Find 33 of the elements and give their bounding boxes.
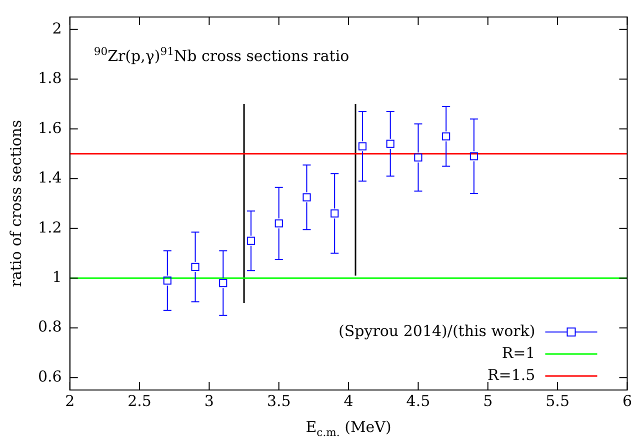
x-tick-label: 6 — [622, 392, 632, 410]
x-tick-label: 5.5 — [546, 392, 570, 410]
y-tick-label: 1.4 — [38, 168, 62, 187]
y-tick-label: 0.6 — [38, 367, 62, 386]
y-tick-label: 2 — [52, 19, 62, 38]
point — [274, 219, 283, 228]
x-tick-label: 4 — [344, 392, 354, 410]
point — [191, 262, 200, 271]
x-tick-label: 4.5 — [406, 392, 430, 410]
legend-label: R=1 — [502, 344, 536, 362]
point — [219, 279, 228, 288]
x-tick-label: 2.5 — [128, 392, 152, 410]
y-axis-title: ratio of cross sections — [6, 120, 25, 288]
y-tick-label: 1.6 — [38, 118, 62, 137]
point — [470, 152, 478, 160]
x-tick-label: 2 — [65, 392, 75, 410]
point — [442, 132, 450, 140]
y-tick-label: 1 — [52, 268, 62, 286]
y-tick-label: 1.8 — [38, 69, 62, 88]
point — [246, 236, 256, 245]
y-tick-label: 1.2 — [38, 218, 62, 236]
x-tick-label: 5 — [483, 392, 493, 410]
point — [330, 209, 339, 218]
x-tick-label: 3 — [204, 392, 214, 410]
point — [358, 142, 367, 150]
legend-label: R=1.5 — [488, 366, 536, 384]
legend-label: (Spyrou 2014)/(this work) — [338, 322, 536, 340]
point — [386, 140, 394, 148]
x-tick-label: 3.5 — [266, 392, 291, 410]
point — [163, 276, 172, 285]
y-tick-label: 0.8 — [38, 318, 62, 336]
point — [302, 193, 311, 202]
point — [414, 153, 422, 162]
